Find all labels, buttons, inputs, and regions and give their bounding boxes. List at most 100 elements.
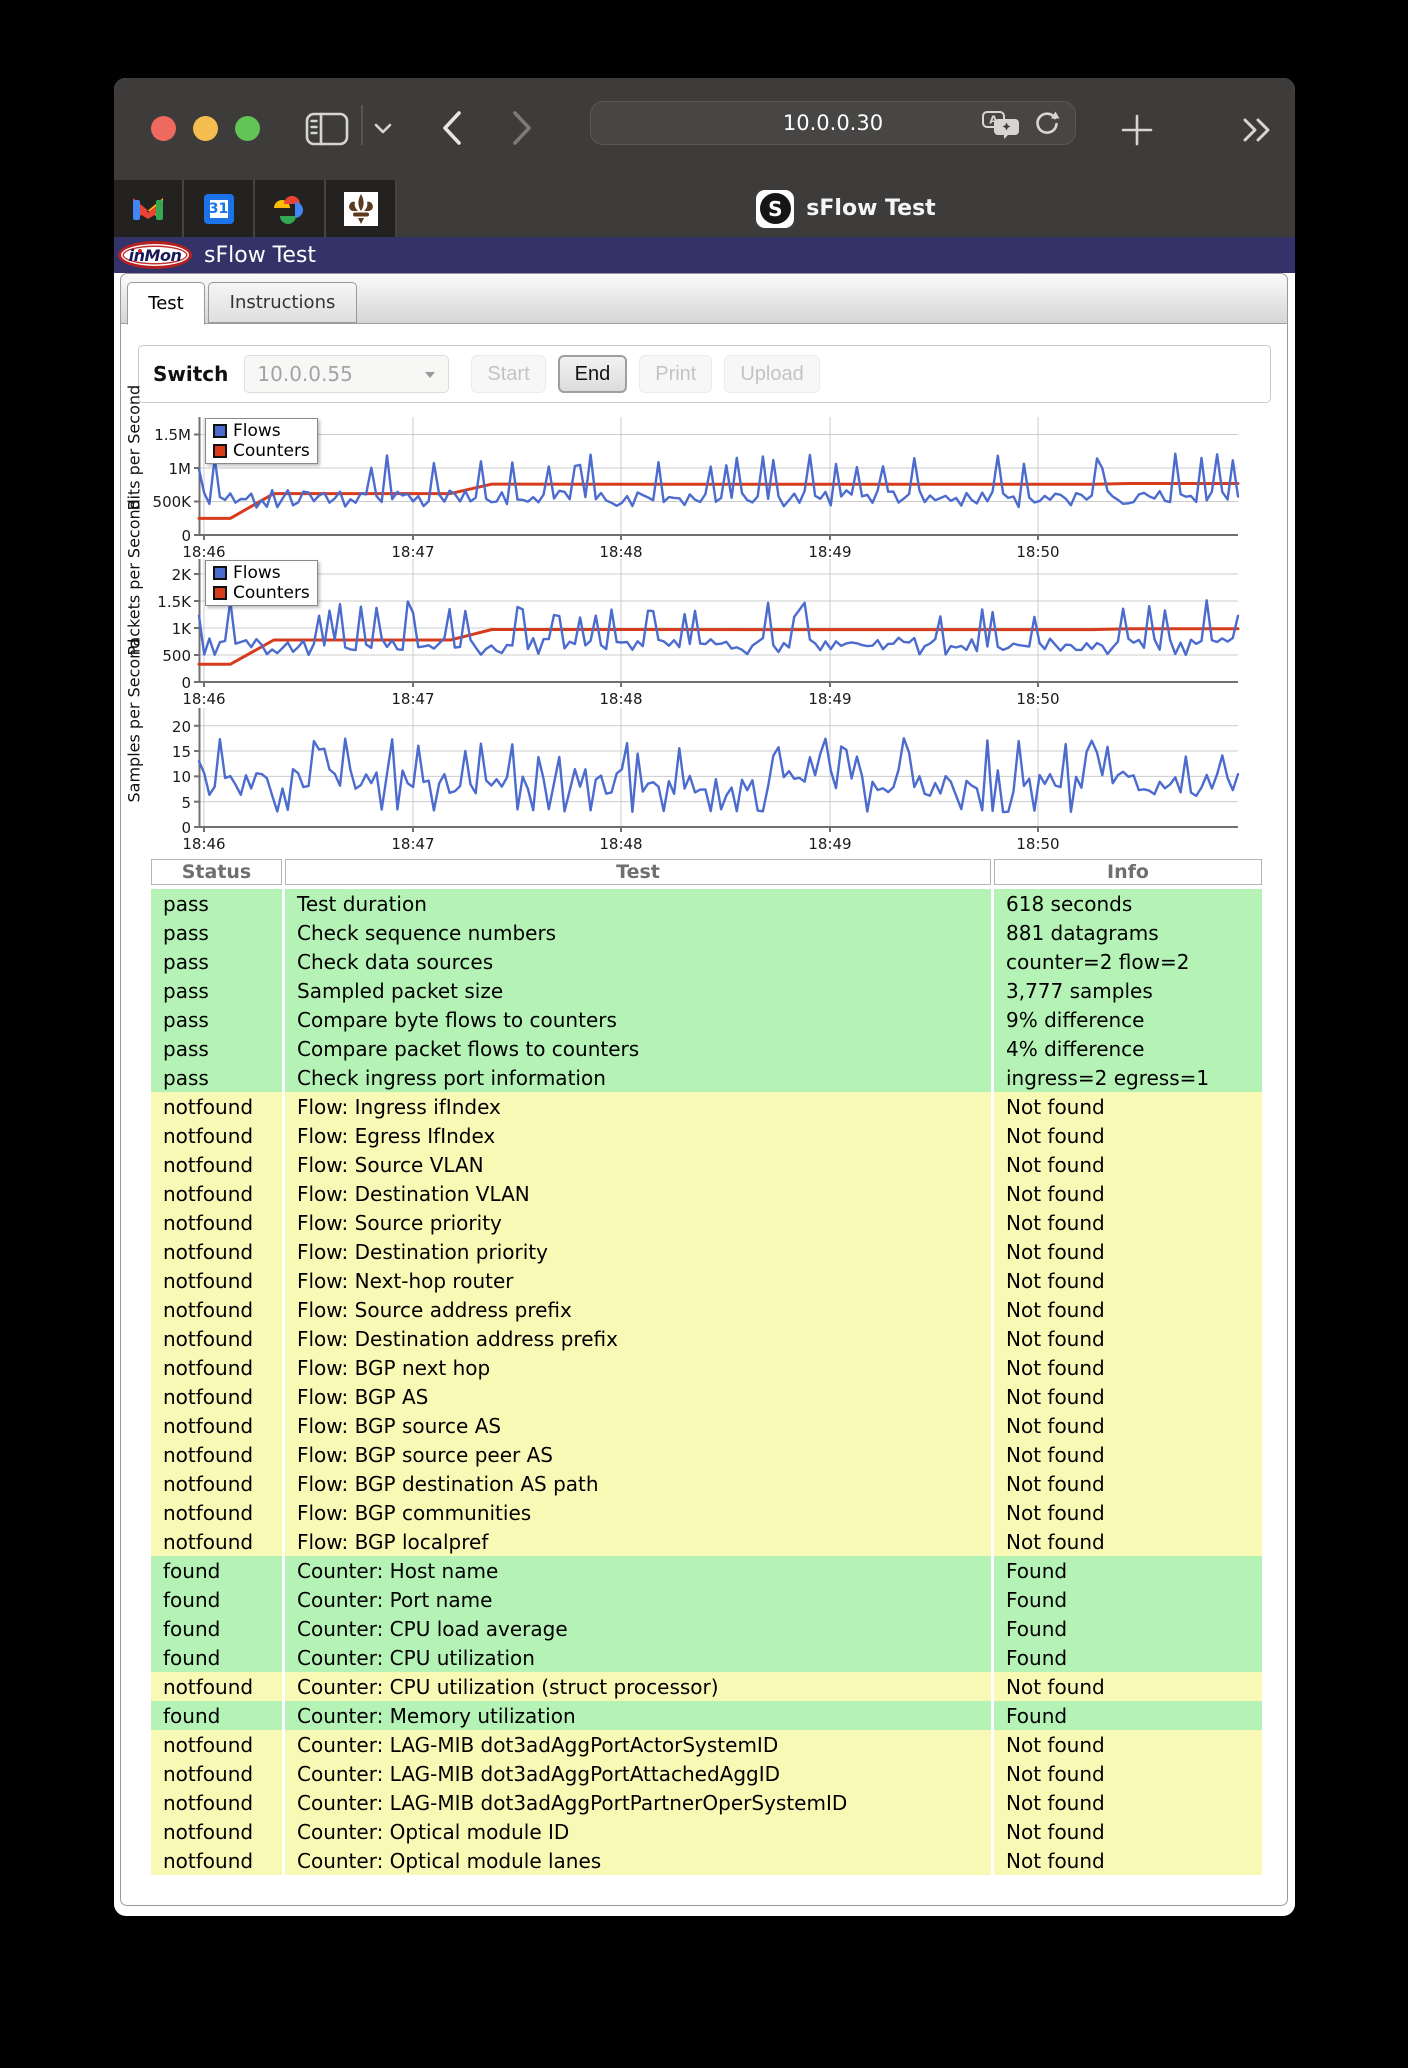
status-cell: found [151, 1614, 282, 1643]
close-button[interactable] [151, 116, 176, 141]
legend-label: Counters [233, 583, 310, 603]
forward-button[interactable] [510, 109, 534, 147]
x-tick-label: 18:48 [599, 543, 643, 561]
plot-area [194, 708, 1240, 832]
status-cell: notfound [151, 1730, 282, 1759]
legend-item: Counters [213, 583, 310, 603]
test-result-row: notfound Counter: LAG-MIB dot3adAggPortPa… [151, 1788, 1262, 1817]
chart-packets-per-second: Packets per Second 0 500 1K 1.5K 2K 18:46 18:47… [121, 499, 1287, 708]
info-cell: Not found [994, 1353, 1262, 1382]
pinned-tab-google-calendar[interactable]: 31 [184, 180, 255, 237]
test-result-row: notfound Flow: BGP AS Not found [151, 1382, 1262, 1411]
status-cell: found [151, 1643, 282, 1672]
test-cell: Flow: Source address prefix [285, 1295, 991, 1324]
status-cell: pass [151, 1034, 282, 1063]
info-cell: Not found [994, 1788, 1262, 1817]
y-tick-label: 500 [162, 647, 191, 665]
test-cell: Flow: Egress IfIndex [285, 1121, 991, 1150]
status-cell: notfound [151, 1527, 282, 1556]
legend-item: Flows [213, 563, 310, 583]
test-result-row: pass Sampled packet size 3,777 samples [151, 976, 1262, 1005]
test-cell: Flow: BGP AS [285, 1382, 991, 1411]
chart-samples-per-second: Samples per Second 0 5 10 15 20 18:46 18:47 18:4… [121, 638, 1287, 853]
tab-favicon: S [756, 189, 795, 228]
test-result-row: pass Compare byte flows to counters 9% dif… [151, 1005, 1262, 1034]
test-cell: Flow: BGP localpref [285, 1527, 991, 1556]
info-cell: Not found [994, 1295, 1262, 1324]
inmon-logo-text: inMon [128, 245, 182, 265]
sidebar-icon [305, 112, 349, 146]
pinned-tab-google-photos[interactable] [255, 180, 326, 237]
address-bar[interactable]: 10.0.0.30 A [590, 101, 1076, 145]
test-cell: Test duration [285, 889, 991, 918]
test-result-row: found Counter: Host name Found [151, 1556, 1262, 1585]
info-cell: Found [994, 1585, 1262, 1614]
results-table: Status Test Info pass Test duration 618 secon… [148, 859, 1265, 1875]
zoom-button[interactable] [235, 116, 260, 141]
test-cell: Flow: Destination address prefix [285, 1324, 991, 1353]
x-tick-label: 18:49 [808, 835, 852, 853]
tab-test[interactable]: Test [127, 282, 205, 325]
plus-icon [1121, 114, 1153, 146]
pinned-tab-scouting[interactable] [326, 180, 397, 237]
test-result-row: notfound Flow: BGP communities Not found [151, 1498, 1262, 1527]
info-cell: Not found [994, 1817, 1262, 1846]
info-cell: Not found [994, 1092, 1262, 1121]
info-cell: Not found [994, 1324, 1262, 1353]
info-cell: Found [994, 1643, 1262, 1672]
status-cell: found [151, 1585, 282, 1614]
inmon-logo[interactable]: inMon [118, 241, 192, 269]
test-result-row: notfound Counter: LAG-MIB dot3adAggPortAc… [151, 1730, 1262, 1759]
test-cell: Check ingress port information [285, 1063, 991, 1092]
start-button[interactable]: Start [471, 355, 546, 393]
chart-bits-per-second: Bits per Second 0 500K 1M 1.5M 18:46 18:47 18:4… [121, 385, 1287, 561]
info-cell: Not found [994, 1150, 1262, 1179]
minimize-button[interactable] [193, 116, 218, 141]
test-cell: Flow: Ingress ifIndex [285, 1092, 991, 1121]
tab-overflow-button[interactable] [1240, 117, 1276, 143]
inmon-logo-dot [138, 249, 142, 253]
test-cell: Flow: Source priority [285, 1208, 991, 1237]
info-cell: Not found [994, 1121, 1262, 1150]
translate-icon[interactable]: A [981, 109, 1021, 139]
pinned-tab-gmail[interactable] [114, 180, 184, 237]
toolbar-divider [361, 105, 363, 145]
reload-icon[interactable] [1033, 109, 1061, 139]
test-result-row: found Counter: Port name Found [151, 1585, 1262, 1614]
traffic-lights [151, 116, 260, 141]
x-tick-label: 18:48 [599, 690, 643, 708]
series-line-flows [197, 599, 1240, 657]
status-cell: pass [151, 1005, 282, 1034]
test-result-row: found Counter: CPU load average Found [151, 1614, 1262, 1643]
status-cell: notfound [151, 1208, 282, 1237]
content-card: Test Instructions Switch 10.0.0.55 Start… [120, 273, 1288, 1906]
switch-toolbar: Switch 10.0.0.55 Start End Print Upload [138, 345, 1271, 403]
test-cell: Flow: Next-hop router [285, 1266, 991, 1295]
status-cell: pass [151, 889, 282, 918]
legend-swatch [213, 586, 227, 600]
active-tab[interactable]: S sFlow Test [397, 180, 1295, 237]
sidebar-toggle-button[interactable] [305, 112, 349, 146]
test-result-row: notfound Flow: Source priority Not found [151, 1208, 1262, 1237]
test-cell: Compare packet flows to counters [285, 1034, 991, 1063]
sidebar-menu-button[interactable] [373, 121, 393, 135]
tab-instructions[interactable]: Instructions [208, 282, 357, 323]
x-tick-label: 18:50 [1016, 835, 1060, 853]
y-tick-label: 1.5M [154, 426, 191, 445]
upload-button[interactable]: Upload [724, 355, 820, 393]
back-button[interactable] [440, 109, 464, 147]
y-tick-label: 0 [181, 674, 191, 692]
print-button[interactable]: Print [639, 355, 713, 393]
switch-select[interactable]: 10.0.0.55 [244, 355, 450, 393]
svg-text:A: A [989, 114, 998, 127]
status-cell: notfound [151, 1498, 282, 1527]
status-cell: notfound [151, 1469, 282, 1498]
info-cell: Not found [994, 1498, 1262, 1527]
test-result-row: notfound Flow: BGP next hop Not found [151, 1353, 1262, 1382]
new-tab-button[interactable] [1120, 113, 1154, 147]
dropdown-arrow-icon [425, 372, 436, 378]
browser-toolbar: 10.0.0.30 A [114, 78, 1295, 180]
y-tick-label: 5 [181, 793, 191, 812]
end-button[interactable]: End [557, 355, 628, 393]
double-chevron-icon [1243, 118, 1270, 142]
